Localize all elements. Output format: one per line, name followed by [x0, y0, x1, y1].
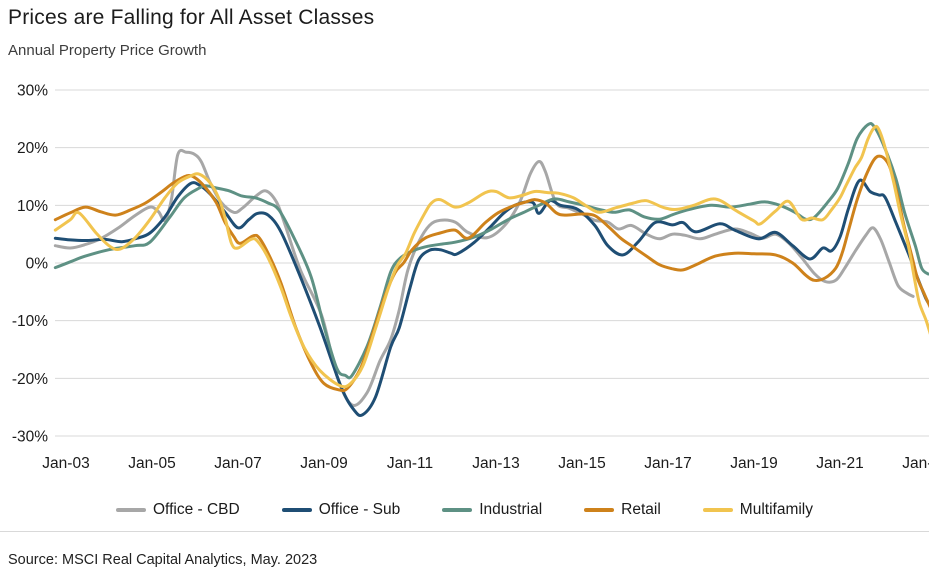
chart-subtitle: Annual Property Price Growth — [8, 42, 207, 59]
legend-label: Industrial — [479, 501, 543, 518]
chart-title: Prices are Falling for All Asset Classes — [8, 6, 375, 29]
y-tick-label: -20% — [12, 371, 48, 388]
x-tick-label: Jan-11 — [387, 455, 433, 472]
x-tick-label: Jan-15 — [558, 455, 605, 472]
x-tick-label: Jan-19 — [730, 455, 777, 472]
series-line-industrial — [53, 121, 929, 380]
y-tick-label: 10% — [17, 198, 48, 215]
x-tick-label: Jan-09 — [300, 455, 347, 472]
y-tick-label: -10% — [12, 313, 48, 330]
legend-item-industrial: Industrial — [442, 501, 542, 519]
source-note: Source: MSCI Real Capital Analytics, May… — [8, 552, 318, 568]
y-tick-label: 20% — [17, 140, 48, 157]
legend-label: Multifamily — [739, 501, 813, 518]
legend-swatch-icon — [281, 508, 312, 512]
legend-label: Office - CBD — [152, 501, 240, 518]
chart-legend: Office - CBD Office - Sub Industrial Retail… — [0, 496, 929, 524]
x-tick-label: Jan-05 — [128, 455, 175, 472]
series-line-office-cbd — [53, 148, 915, 407]
legend-label: Retail — [621, 501, 661, 518]
y-tick-label: -30% — [12, 429, 48, 446]
legend-swatch-icon — [584, 508, 615, 512]
series-line-retail — [53, 154, 929, 393]
legend-item-retail: Retail — [584, 501, 661, 519]
legend-item-office-cbd: Office - CBD — [115, 501, 240, 519]
legend-swatch-icon — [115, 508, 146, 512]
y-tick-label: 30% — [17, 82, 48, 99]
line-chart-plot-area: 30% 20% 10% 0% -10% -20% -30% Jan-03 Jan-05 Jan-0… — [12, 82, 929, 472]
y-tick-label: 0% — [26, 256, 49, 273]
x-tick-label: Jan-21 — [816, 455, 863, 472]
x-tick-label: Jan-23 — [902, 455, 929, 472]
legend-swatch-icon — [442, 508, 473, 512]
legend-item-office-sub: Office - Sub — [281, 501, 401, 519]
legend-label: Office - Sub — [318, 501, 401, 518]
footer-divider — [0, 531, 929, 532]
x-tick-label: Jan-17 — [644, 455, 691, 472]
series-line-multifamily — [53, 124, 929, 389]
x-tick-label: Jan-13 — [472, 455, 519, 472]
x-tick-label: Jan-07 — [214, 455, 261, 472]
legend-swatch-icon — [702, 508, 733, 512]
x-tick-label: Jan-03 — [42, 455, 89, 472]
legend-item-multifamily: Multifamily — [702, 501, 813, 519]
